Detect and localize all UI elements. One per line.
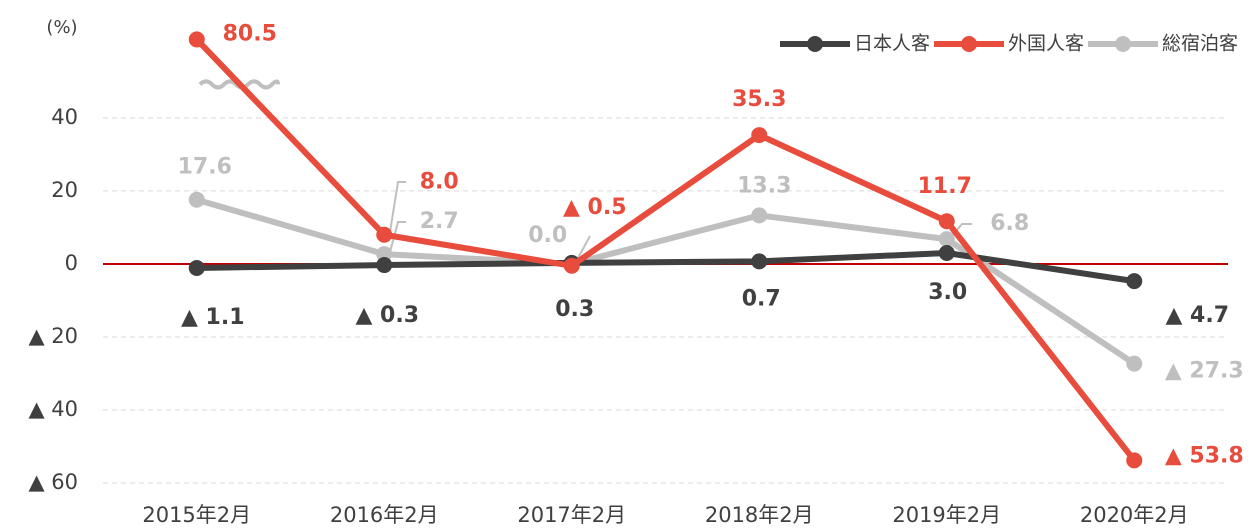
y-tick-label: 20	[51, 178, 78, 202]
data-label: 17.6	[178, 155, 232, 180]
data-label: 8.0	[420, 170, 459, 195]
data-label: 0.7	[742, 286, 781, 311]
x-tick-label: 2020年2月	[1080, 503, 1189, 527]
point	[1126, 355, 1143, 372]
point	[751, 207, 768, 224]
data-label: ▲ 0.5	[563, 195, 627, 220]
x-tick-label: 2017年2月	[517, 503, 626, 527]
data-label: ▲ 0.3	[355, 303, 419, 328]
leader-line	[577, 235, 591, 259]
y-tick-label: ▲ 20	[28, 324, 78, 348]
x-tick-label: 2015年2月	[142, 503, 251, 527]
data-label: ▲ 4.7	[1165, 303, 1229, 328]
point	[376, 257, 393, 274]
data-label: 80.5	[223, 21, 277, 46]
point	[188, 259, 205, 276]
data-label: 35.3	[732, 87, 786, 112]
point	[188, 191, 205, 208]
point	[1126, 452, 1143, 469]
point	[938, 245, 955, 261]
point	[751, 127, 768, 144]
legend-marker	[1115, 36, 1131, 52]
point	[376, 226, 393, 243]
point	[188, 31, 205, 48]
legend-label: 総宿泊客	[1162, 33, 1238, 55]
legend-label: 日本人客	[854, 33, 930, 55]
data-label: ▲ 53.8	[1165, 443, 1244, 468]
legend-label: 外国人客	[1008, 33, 1084, 55]
data-label: 11.7	[918, 174, 972, 199]
data-label: 2.7	[420, 209, 459, 234]
point	[376, 246, 393, 263]
point	[563, 257, 580, 274]
y-tick-label: ▲ 40	[28, 397, 78, 421]
point	[938, 231, 955, 248]
x-tick-label: 2019年2月	[892, 503, 1001, 527]
point	[938, 213, 955, 230]
y-tick-label: ▲ 60	[28, 470, 78, 494]
data-label: ▲ 27.3	[1165, 359, 1244, 384]
data-label: ▲ 1.1	[181, 305, 245, 330]
legend-marker	[961, 36, 977, 52]
data-label: 0.3	[555, 297, 594, 322]
y-unit: (%)	[46, 17, 77, 38]
x-tick-label: 2016年2月	[330, 503, 439, 527]
point	[751, 253, 768, 270]
y-tick-label: 0	[65, 251, 78, 275]
point	[1126, 273, 1143, 290]
data-label: 13.3	[737, 173, 791, 198]
data-label: 0.0	[528, 223, 567, 248]
data-label: 3.0	[928, 280, 967, 305]
leader-line	[389, 221, 406, 253]
x-tick-label: 2018年2月	[705, 503, 814, 527]
leader-line	[389, 181, 406, 233]
series-line	[194, 37, 1137, 463]
legend-marker	[807, 36, 823, 52]
y-tick-label: 40	[51, 105, 78, 129]
data-label: 6.8	[990, 211, 1029, 236]
